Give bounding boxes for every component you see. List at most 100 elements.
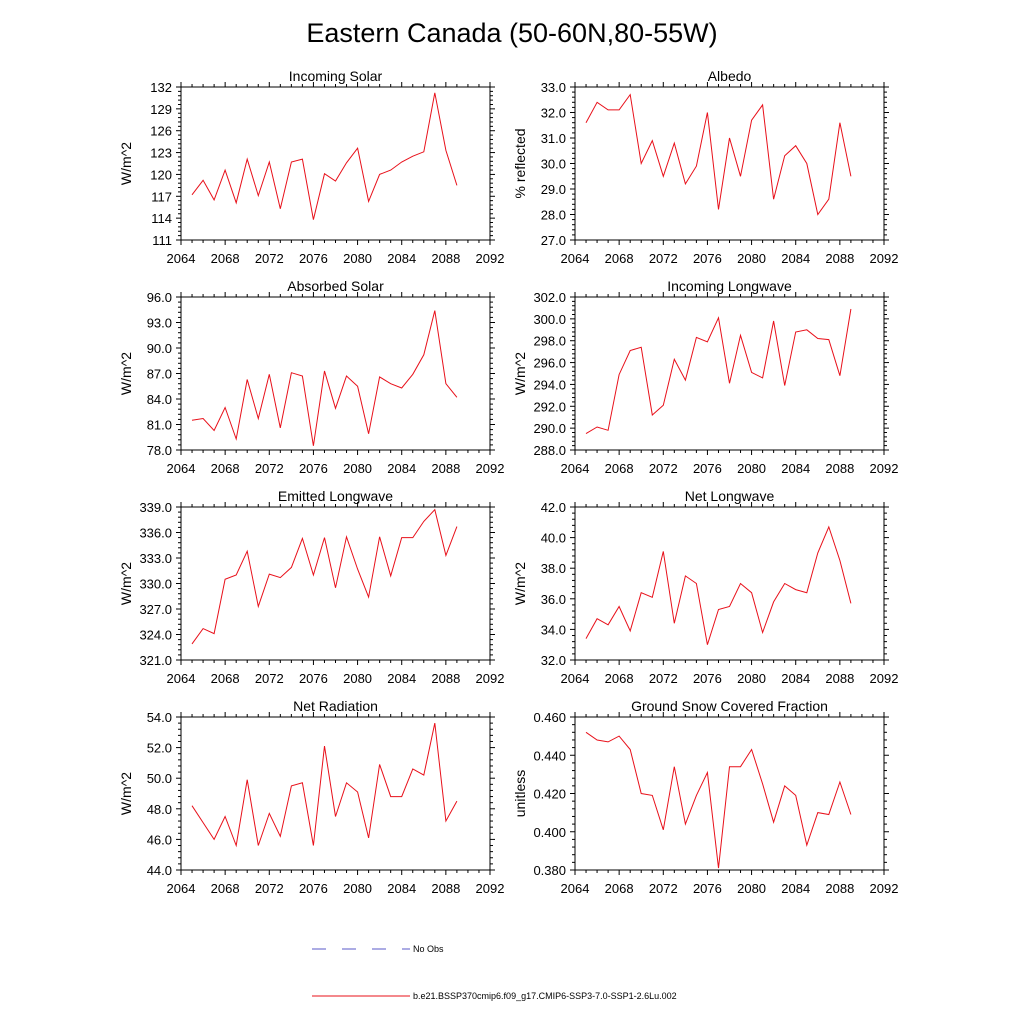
- y-tick-label: 33.0: [541, 80, 566, 95]
- y-tick-label: 290.0: [533, 421, 566, 436]
- x-tick-label: 2064: [561, 671, 590, 686]
- y-tick-label: 302.0: [533, 290, 566, 305]
- y-tick-label: 117: [151, 189, 172, 204]
- y-tick-label: 120: [150, 167, 172, 182]
- x-tick-label: 2088: [825, 251, 854, 266]
- y-tick-label: 0.400: [533, 825, 566, 840]
- y-tick-label: 294.0: [533, 377, 566, 392]
- panel-title: Net Longwave: [685, 488, 775, 504]
- x-tick-label: 2068: [211, 461, 240, 476]
- y-tick-label: 96.0: [147, 290, 172, 305]
- y-tick-label: 0.440: [533, 748, 566, 763]
- plot-frame: [180, 86, 491, 241]
- x-tick-label: 2072: [255, 251, 284, 266]
- x-tick-label: 2080: [343, 461, 372, 476]
- x-tick-label: 2092: [870, 251, 899, 266]
- x-tick-label: 2076: [299, 881, 328, 896]
- x-tick-label: 2064: [561, 461, 590, 476]
- x-tick-label: 2084: [781, 251, 810, 266]
- y-tick-label: 52.0: [147, 741, 172, 756]
- y-tick-label: 90.0: [147, 341, 172, 356]
- y-tick-label: 298.0: [533, 334, 566, 349]
- x-tick-label: 2092: [476, 881, 505, 896]
- y-axis-label: W/m^2: [512, 562, 528, 605]
- x-tick-label: 2092: [476, 671, 505, 686]
- x-tick-label: 2072: [649, 461, 678, 476]
- panel-6: Net Radiation W/m^2 2064 2068 2072 2076 2080 20…: [118, 698, 504, 896]
- plot-frame: [574, 86, 885, 241]
- x-tick-label: 2076: [299, 461, 328, 476]
- x-tick-label: 2084: [387, 671, 416, 686]
- y-tick-label: 324.0: [139, 628, 172, 643]
- x-tick-label: 2084: [781, 881, 810, 896]
- plot-frame: [574, 506, 885, 661]
- y-tick-label: 93.0: [147, 316, 172, 331]
- y-axis-label: W/m^2: [118, 142, 134, 185]
- x-tick-label: 2080: [343, 251, 372, 266]
- panel-title: Albedo: [708, 68, 752, 84]
- y-tick-label: 42.0: [541, 500, 566, 515]
- y-axis-label: W/m^2: [118, 562, 134, 605]
- series-line: [585, 731, 852, 869]
- series-line: [191, 508, 458, 645]
- x-tick-label: 2076: [693, 881, 722, 896]
- y-tick-label: 38.0: [541, 561, 566, 576]
- x-tick-label: 2076: [299, 251, 328, 266]
- series-line: [585, 93, 852, 216]
- y-tick-label: 330.0: [139, 577, 172, 592]
- y-tick-label: 126: [150, 124, 172, 139]
- y-axis-label: W/m^2: [512, 352, 528, 395]
- legend: No Obs b.e21.BSSP370cmip6.f09_g17.CMIP6-…: [312, 944, 677, 1001]
- x-tick-label: 2068: [211, 251, 240, 266]
- y-tick-label: 87.0: [147, 367, 172, 382]
- y-tick-label: 132: [150, 80, 172, 95]
- y-axis-label: W/m^2: [118, 772, 134, 815]
- y-tick-label: 321.0: [139, 653, 172, 668]
- plot-frame: [574, 296, 885, 451]
- x-tick-label: 2076: [299, 671, 328, 686]
- x-tick-label: 2088: [431, 251, 460, 266]
- y-tick-label: 300.0: [533, 312, 566, 327]
- x-tick-label: 2068: [211, 671, 240, 686]
- series-line: [191, 310, 458, 446]
- y-tick-label: 48.0: [147, 802, 172, 817]
- x-tick-label: 2084: [781, 671, 810, 686]
- panels: Incoming Solar W/m^2 2064 2068 2072 2076 2080 2…: [118, 68, 898, 896]
- legend-model-label: b.e21.BSSP370cmip6.f09_g17.CMIP6-SSP3-7.…: [413, 991, 677, 1001]
- panel-5: Net Longwave W/m^2 2064 2068 2072 2076 2080 208…: [512, 488, 898, 686]
- y-tick-label: 28.0: [541, 208, 566, 223]
- panel-title: Incoming Longwave: [667, 278, 792, 294]
- x-tick-label: 2064: [167, 671, 196, 686]
- y-tick-label: 32.0: [541, 653, 566, 668]
- x-tick-label: 2088: [825, 881, 854, 896]
- y-tick-label: 40.0: [541, 531, 566, 546]
- plot-frame: [180, 296, 491, 451]
- panel-1: Albedo % reflected 2064 2068 2072 2076 2080 208…: [512, 68, 898, 266]
- x-tick-label: 2080: [737, 671, 766, 686]
- x-tick-label: 2068: [605, 881, 634, 896]
- y-tick-label: 78.0: [147, 443, 172, 458]
- y-tick-label: 0.420: [533, 787, 566, 802]
- x-tick-label: 2064: [167, 251, 196, 266]
- x-tick-label: 2072: [649, 251, 678, 266]
- x-tick-label: 2072: [255, 461, 284, 476]
- y-tick-label: 54.0: [147, 710, 172, 725]
- x-tick-label: 2084: [387, 881, 416, 896]
- x-tick-label: 2092: [870, 881, 899, 896]
- panel-4: Emitted Longwave W/m^2 2064 2068 2072 2076 208…: [118, 488, 504, 686]
- panel-2: Absorbed Solar W/m^2 2064 2068 2072 2076 2080 2…: [118, 278, 504, 476]
- y-tick-label: 32.0: [541, 106, 566, 121]
- y-tick-label: 111: [152, 233, 172, 248]
- x-tick-label: 2064: [561, 251, 590, 266]
- x-tick-label: 2068: [605, 461, 634, 476]
- y-tick-label: 46.0: [147, 832, 172, 847]
- x-tick-label: 2080: [343, 881, 372, 896]
- x-tick-label: 2064: [167, 461, 196, 476]
- x-tick-label: 2088: [431, 461, 460, 476]
- y-tick-label: 44.0: [147, 863, 172, 878]
- y-tick-label: 81.0: [147, 418, 172, 433]
- y-tick-label: 288.0: [533, 443, 566, 458]
- x-tick-label: 2084: [781, 461, 810, 476]
